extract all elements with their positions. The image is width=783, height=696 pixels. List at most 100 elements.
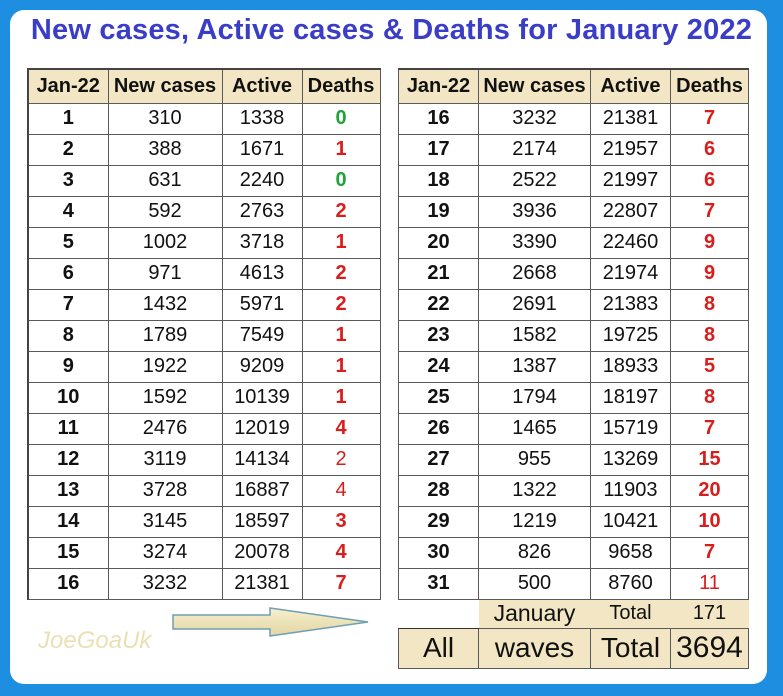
table-row: 24 1387 18933 5 bbox=[398, 350, 749, 383]
deaths-cell: 9 bbox=[670, 257, 749, 290]
new-cases-cell: 971 bbox=[107, 257, 223, 290]
new-cases-cell: 310 bbox=[107, 102, 223, 135]
active-cell: 21383 bbox=[590, 288, 671, 321]
active-cell: 12019 bbox=[221, 412, 303, 445]
new-cases-cell: 592 bbox=[107, 195, 223, 228]
day-cell: 25 bbox=[398, 381, 479, 414]
new-cases-cell: 2668 bbox=[478, 257, 591, 290]
day-cell: 20 bbox=[398, 226, 479, 259]
day-cell: 1 bbox=[27, 102, 109, 135]
day-cell: 4 bbox=[27, 195, 109, 228]
table-row: 14 3145 18597 3 bbox=[27, 505, 381, 538]
deaths-cell: 0 bbox=[301, 164, 381, 197]
day-cell: 6 bbox=[27, 257, 109, 290]
deaths-cell: 15 bbox=[670, 443, 749, 476]
active-cell: 14134 bbox=[221, 443, 303, 476]
day-cell: 30 bbox=[398, 536, 479, 569]
table-row: 2 388 1671 1 bbox=[27, 133, 381, 166]
new-cases-cell: 500 bbox=[478, 567, 591, 600]
day-cell: 5 bbox=[27, 226, 109, 259]
new-cases-cell: 3274 bbox=[107, 536, 223, 569]
new-cases-cell: 826 bbox=[478, 536, 591, 569]
active-cell: 11903 bbox=[590, 474, 671, 507]
deaths-cell: 10 bbox=[670, 505, 749, 538]
new-cases-cell: 3390 bbox=[478, 226, 591, 259]
deaths-cell: 7 bbox=[301, 567, 381, 600]
deaths-cell: 11 bbox=[670, 567, 749, 600]
active-cell: 22460 bbox=[590, 226, 671, 259]
table-row: 10 1592 10139 1 bbox=[27, 381, 381, 414]
new-cases-cell: 1465 bbox=[478, 412, 591, 445]
right-table-body: 16 3232 21381 7 17 2174 21957 6 18 2522 21997 6 19 39… bbox=[398, 102, 749, 600]
day-cell: 22 bbox=[398, 288, 479, 321]
day-cell: 16 bbox=[398, 102, 479, 135]
deaths-cell: 1 bbox=[301, 319, 381, 352]
active-cell: 22807 bbox=[590, 195, 671, 228]
active-cell: 20078 bbox=[221, 536, 303, 569]
new-cases-cell: 1002 bbox=[107, 226, 223, 259]
deaths-cell: 7 bbox=[670, 102, 749, 135]
day-cell: 10 bbox=[27, 381, 109, 414]
day-cell: 24 bbox=[398, 350, 479, 383]
active-cell: 21381 bbox=[221, 567, 303, 600]
deaths-cell: 1 bbox=[301, 350, 381, 383]
deaths-cell: 1 bbox=[301, 381, 381, 414]
day-cell: 14 bbox=[27, 505, 109, 538]
deaths-cell: 4 bbox=[301, 474, 381, 507]
january-deaths-total: 171 bbox=[670, 599, 749, 628]
table-row: 26 1465 15719 7 bbox=[398, 412, 749, 445]
day-cell: 18 bbox=[398, 164, 479, 197]
table-row: 18 2522 21997 6 bbox=[398, 164, 749, 197]
table-row: 16 3232 21381 7 bbox=[27, 567, 381, 600]
day-cell: 2 bbox=[27, 133, 109, 166]
active-cell: 21381 bbox=[590, 102, 671, 135]
deaths-cell: 2 bbox=[301, 257, 381, 290]
table-row: 13 3728 16887 4 bbox=[27, 474, 381, 507]
january-blank-cell bbox=[398, 599, 479, 629]
day-cell: 3 bbox=[27, 164, 109, 197]
right-header-row: Jan-22 New cases Active Deaths bbox=[398, 68, 749, 104]
day-cell: 23 bbox=[398, 319, 479, 352]
january-label: January bbox=[478, 599, 591, 628]
new-cases-cell: 3145 bbox=[107, 505, 223, 538]
new-cases-cell: 1432 bbox=[107, 288, 223, 321]
active-cell: 21957 bbox=[590, 133, 671, 166]
deaths-cell: 6 bbox=[670, 164, 749, 197]
all-label: All bbox=[398, 627, 479, 669]
day-cell: 31 bbox=[398, 567, 479, 600]
left-header-row: Jan-22 New cases Active Deaths bbox=[27, 68, 381, 104]
deaths-cell: 2 bbox=[301, 288, 381, 321]
active-cell: 18597 bbox=[221, 505, 303, 538]
table-row: 29 1219 10421 10 bbox=[398, 505, 749, 538]
active-cell: 1338 bbox=[221, 102, 303, 135]
deaths-cell: 8 bbox=[670, 381, 749, 414]
active-cell: 4613 bbox=[221, 257, 303, 290]
deaths-cell: 8 bbox=[670, 288, 749, 321]
deaths-cell: 3 bbox=[301, 505, 381, 538]
header-new-cases: New cases bbox=[107, 68, 223, 104]
table-row: 3 631 2240 0 bbox=[27, 164, 381, 197]
left-table-body: 1 310 1338 0 2 388 1671 1 3 631 2240 0 4 592 2763 2 5 100… bbox=[27, 102, 381, 600]
day-cell: 29 bbox=[398, 505, 479, 538]
table-row: 1 310 1338 0 bbox=[27, 102, 381, 135]
waves-label: waves bbox=[478, 627, 591, 669]
deaths-cell: 7 bbox=[670, 195, 749, 228]
active-cell: 21974 bbox=[590, 257, 671, 290]
active-cell: 9209 bbox=[221, 350, 303, 383]
january-total-row: January Total 171 bbox=[398, 599, 749, 629]
table-row: 16 3232 21381 7 bbox=[398, 102, 749, 135]
active-cell: 3718 bbox=[221, 226, 303, 259]
table-row: 23 1582 19725 8 bbox=[398, 319, 749, 352]
active-cell: 1671 bbox=[221, 133, 303, 166]
active-cell: 10421 bbox=[590, 505, 671, 538]
deaths-cell: 1 bbox=[301, 133, 381, 166]
table-row: 20 3390 22460 9 bbox=[398, 226, 749, 259]
new-cases-cell: 955 bbox=[478, 443, 591, 476]
new-cases-cell: 1592 bbox=[107, 381, 223, 414]
day-cell: 11 bbox=[27, 412, 109, 445]
header-date: Jan-22 bbox=[398, 68, 479, 104]
active-cell: 19725 bbox=[590, 319, 671, 352]
header-new-cases: New cases bbox=[478, 68, 591, 104]
table-row: 21 2668 21974 9 bbox=[398, 257, 749, 290]
day-cell: 21 bbox=[398, 257, 479, 290]
